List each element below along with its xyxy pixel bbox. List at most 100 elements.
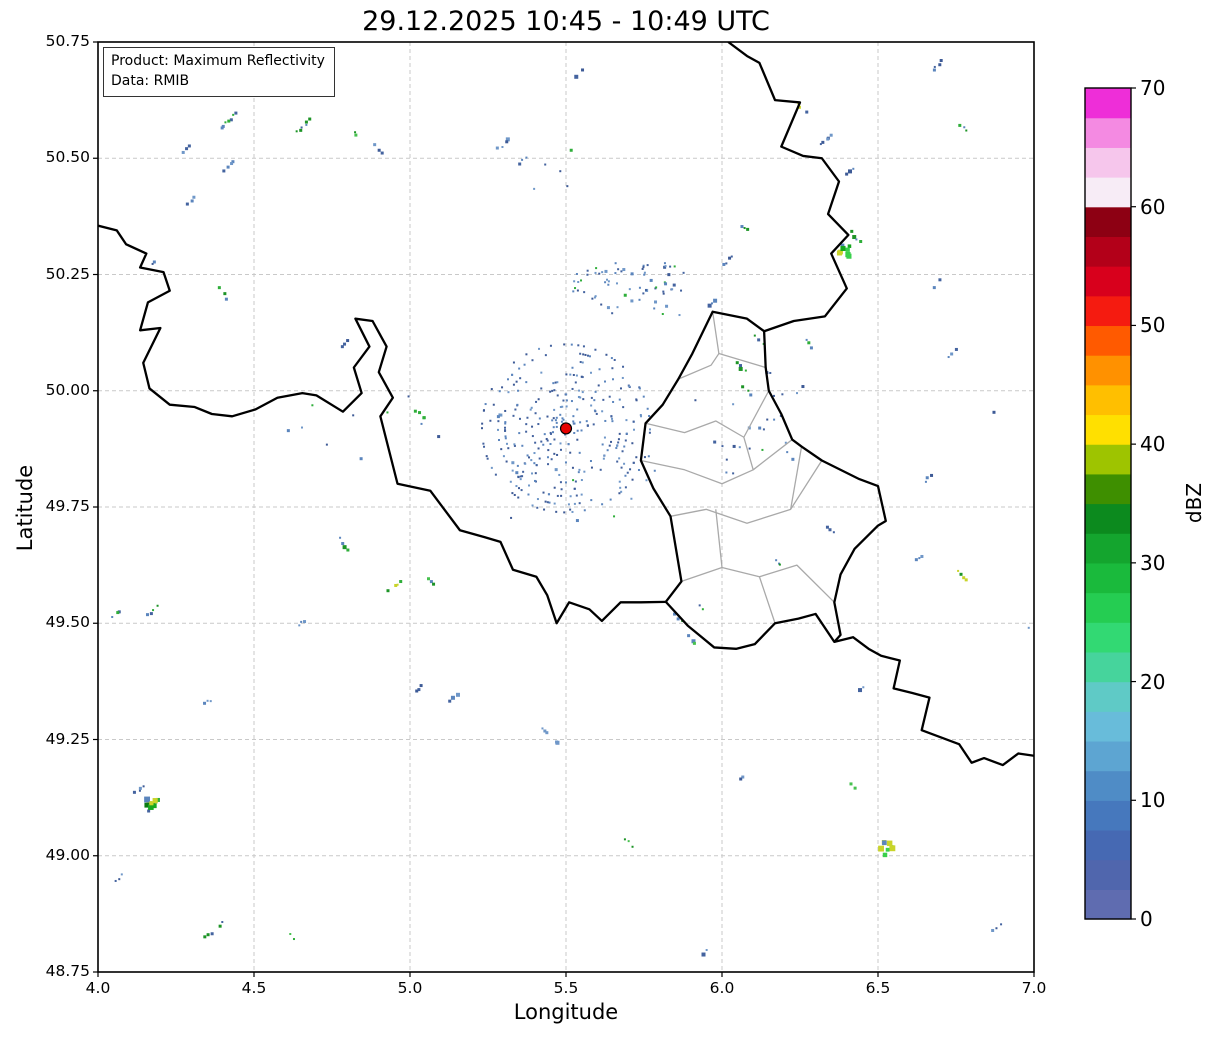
radar-echo (618, 492, 621, 495)
x-tick-label: 7.0 (1021, 979, 1047, 997)
radar-echo (301, 426, 304, 429)
radar-echo (526, 454, 529, 457)
radar-echo (832, 531, 835, 534)
radar-echo (643, 273, 646, 276)
radar-echo (878, 845, 884, 852)
colorbar-segment (1085, 859, 1131, 890)
radar-echo (728, 256, 732, 260)
radar-echo (509, 480, 512, 483)
y-tick-label: 50.00 (45, 380, 90, 399)
radar-echo (571, 387, 574, 390)
radar-echo (556, 394, 559, 397)
radar-echo (524, 462, 527, 465)
colorbar-tick-label: 50 (1140, 313, 1166, 338)
radar-echo (621, 450, 624, 453)
radar-echo (640, 415, 643, 418)
radar-echo (578, 451, 581, 454)
radar-echo (578, 502, 581, 505)
radar-echo (563, 343, 566, 346)
radar-echo (801, 385, 805, 389)
radar-echo (226, 165, 230, 169)
radar-echo (725, 458, 728, 461)
radar-echo (386, 411, 389, 414)
radar-echo (575, 273, 578, 276)
radar-echo (603, 436, 606, 439)
radar-echo (620, 466, 623, 469)
radar-echo (341, 542, 345, 546)
radar-echo (583, 509, 586, 512)
radar-echo (546, 456, 549, 459)
radar-echo (617, 268, 620, 271)
radar-echo (519, 377, 522, 380)
radar-echo (732, 403, 735, 406)
radar-echo (762, 428, 765, 431)
radar-echo (525, 423, 528, 426)
radar-echo (533, 187, 536, 190)
radar-echo (648, 428, 651, 431)
radar-echo (586, 269, 589, 272)
radar-echo (377, 148, 381, 152)
radar-echo (359, 457, 363, 461)
radar-echo (553, 389, 556, 392)
radar-echo (761, 448, 764, 451)
radar-echo (586, 273, 589, 276)
radar-echo (947, 356, 950, 359)
radar-echo (311, 404, 314, 407)
radar-echo (611, 312, 614, 315)
radar-echo (521, 475, 524, 478)
radar-echo (701, 608, 704, 611)
radar-echo (203, 935, 207, 939)
radar-echo (555, 425, 558, 428)
radar-echo (494, 473, 497, 476)
radar-echo (511, 461, 515, 465)
colorbar-segment (1085, 533, 1131, 564)
radar-echo (499, 413, 503, 417)
radar-echo (521, 444, 524, 447)
radar-echo (647, 455, 650, 458)
radar-echo (501, 386, 504, 389)
radar-echo (601, 503, 604, 506)
radar-echo (569, 495, 572, 498)
radar-echo (504, 429, 507, 432)
radar-echo (217, 286, 221, 290)
radar-echo (426, 577, 430, 581)
radar-echo (536, 498, 539, 501)
colorbar-tick-label: 40 (1140, 432, 1166, 457)
radar-echo (610, 440, 613, 443)
radar-echo (155, 797, 160, 802)
radar-echo (829, 133, 833, 137)
radar-echo (672, 283, 676, 287)
radar-echo (549, 443, 552, 446)
radar-echo (221, 124, 225, 128)
radar-echo (611, 378, 614, 381)
colorbar-tick-label: 0 (1140, 907, 1153, 931)
radar-echo (223, 292, 227, 296)
radar-echo (515, 485, 518, 488)
radar-echo (608, 444, 611, 447)
radar-echo (221, 921, 224, 924)
radar-echo (579, 361, 582, 364)
radar-echo (853, 786, 857, 790)
colorbar-segment (1085, 88, 1131, 119)
radar-echo (481, 427, 484, 430)
radar-echo (501, 146, 504, 149)
y-tick-label: 48.75 (45, 962, 90, 980)
radar-echo (680, 289, 683, 292)
radar-echo (560, 420, 563, 423)
radar-echo (623, 838, 626, 841)
radar-echo (611, 420, 614, 423)
radar-echo (559, 442, 562, 445)
radar-echo (308, 117, 312, 121)
radar-echo (662, 292, 665, 295)
radar-echo (490, 388, 493, 391)
radar-echo (507, 391, 510, 394)
radar-echo (992, 410, 996, 414)
radar-echo (635, 399, 638, 402)
radar-echo (521, 158, 524, 161)
radar-echo (784, 441, 787, 444)
radar-echo (692, 641, 696, 645)
district-border (640, 459, 754, 485)
radar-echo (610, 357, 613, 360)
radar-echo (559, 448, 562, 451)
radar-echo (553, 502, 556, 505)
